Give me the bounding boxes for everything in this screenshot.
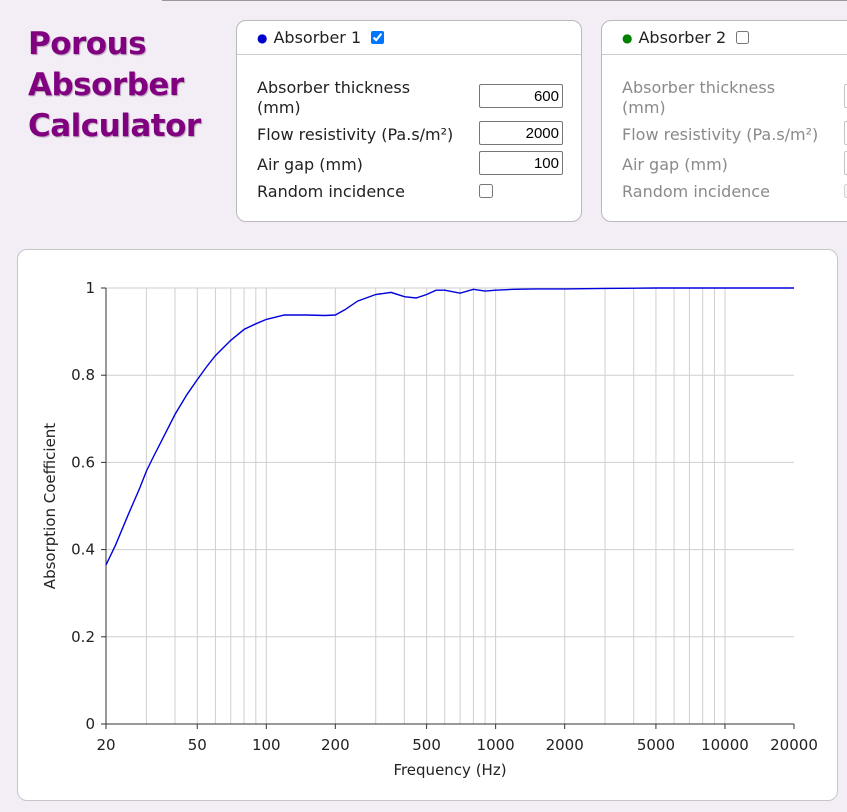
absorber-2-random-label: Random incidence [622, 182, 770, 201]
absorber-2-color-dot-icon: ● [622, 30, 633, 45]
y-tick-label: 0 [85, 715, 95, 733]
absorber-2-title: Absorber 2 [638, 28, 727, 47]
x-tick-label: 20 [96, 736, 115, 754]
absorption-chart: 20 50 100 200 500 1000 2000 5000 10000 20000 0 0.2 0… [41, 279, 818, 779]
x-tick-label: 2000 [546, 736, 584, 754]
app-title: Porous Absorber Calculator [28, 24, 201, 147]
absorber-1-thickness-label-line-1: Absorber thickness [257, 78, 411, 97]
absorber-2-thickness-label-line-2: (mm) [622, 98, 666, 117]
absorber-1-airgap-input[interactable] [479, 151, 563, 175]
absorber-2-flow-input[interactable] [844, 121, 847, 145]
absorber-1-random-incidence-checkbox[interactable] [479, 184, 493, 198]
x-tick-label: 5000 [637, 736, 675, 754]
absorber-2-airgap-label: Air gap (mm) [622, 155, 728, 174]
absorber-2-header: ● Absorber 2 [602, 21, 847, 55]
absorber-1-enable-checkbox[interactable] [371, 31, 385, 44]
absorber-1-flow-input[interactable] [479, 121, 563, 145]
absorber-1-airgap-label: Air gap (mm) [257, 155, 363, 174]
absorber-1-color-dot-icon: ● [257, 30, 268, 45]
app-title-line-2: Absorber [28, 67, 184, 103]
absorber-2-thickness-input[interactable] [844, 84, 847, 108]
absorber-1-title: Absorber 1 [273, 28, 362, 47]
top-divider [162, 0, 847, 1]
absorber-1-series-line [105, 287, 794, 566]
x-tick-label: 500 [412, 736, 441, 754]
chart-card: 20 50 100 200 500 1000 2000 5000 10000 20000 0 0.2 0… [17, 249, 838, 801]
absorber-1-thickness-label-line-2: (mm) [257, 98, 301, 117]
y-tick-label: 0.2 [71, 628, 95, 646]
y-tick-label: 1 [85, 279, 95, 297]
x-tick-label: 20000 [770, 736, 818, 754]
absorber-2-thickness-label-line-1: Absorber thickness [622, 78, 776, 97]
absorber-1-header: ● Absorber 1 [237, 21, 581, 55]
y-tick-label: 0.8 [71, 366, 95, 384]
x-tick-label: 1000 [477, 736, 515, 754]
absorber-1-thickness-input[interactable] [479, 84, 563, 108]
absorber-1-flow-label: Flow resistivity (Pa.s/m²) [257, 125, 454, 144]
absorber-1-thickness-label: Absorber thickness (mm) [257, 78, 410, 118]
app-title-line-1: Porous [28, 26, 147, 62]
absorber-2-random-incidence-checkbox[interactable] [844, 184, 847, 198]
x-tick-label: 50 [188, 736, 207, 754]
absorber-2-flow-label: Flow resistivity (Pa.s/m²) [622, 125, 819, 144]
absorber-1-random-label: Random incidence [257, 182, 405, 201]
absorber-2-airgap-input[interactable] [844, 151, 847, 175]
absorber-2-thickness-label: Absorber thickness (mm) [622, 78, 775, 118]
y-axis-label: Absorption Coefficient [41, 423, 59, 589]
x-tick-label: 200 [321, 736, 350, 754]
absorber-2-panel: ● Absorber 2 Absorber thickness (mm) Flo… [601, 20, 847, 222]
absorber-2-enable-checkbox[interactable] [736, 31, 750, 44]
app-title-line-3: Calculator [28, 108, 201, 144]
x-tick-label: 10000 [701, 736, 749, 754]
x-axis-label: Frequency (Hz) [393, 761, 506, 779]
x-tick-label: 100 [252, 736, 281, 754]
y-tick-label: 0.6 [71, 453, 95, 471]
y-tick-label: 0.4 [71, 541, 95, 559]
absorber-1-panel: ● Absorber 1 Absorber thickness (mm) Flo… [236, 20, 582, 222]
